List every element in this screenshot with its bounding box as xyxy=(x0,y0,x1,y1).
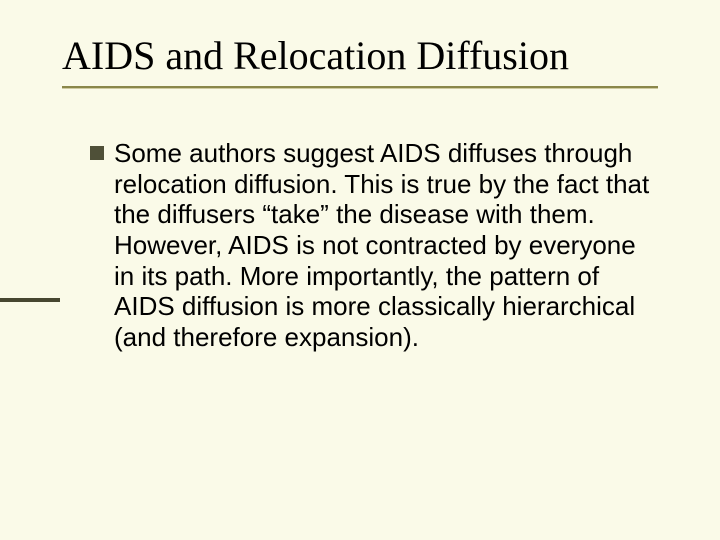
slide-body: Some authors suggest AIDS diffuses throu… xyxy=(90,138,660,353)
slide-title: AIDS and Relocation Diffusion xyxy=(62,32,569,79)
title-underline xyxy=(62,86,658,89)
bullet-text: Some authors suggest AIDS diffuses throu… xyxy=(114,138,660,353)
bullet-item: Some authors suggest AIDS diffuses throu… xyxy=(90,138,660,353)
slide: AIDS and Relocation Diffusion Some autho… xyxy=(0,0,720,540)
square-bullet-icon xyxy=(90,146,104,160)
left-accent-rule xyxy=(0,298,60,302)
